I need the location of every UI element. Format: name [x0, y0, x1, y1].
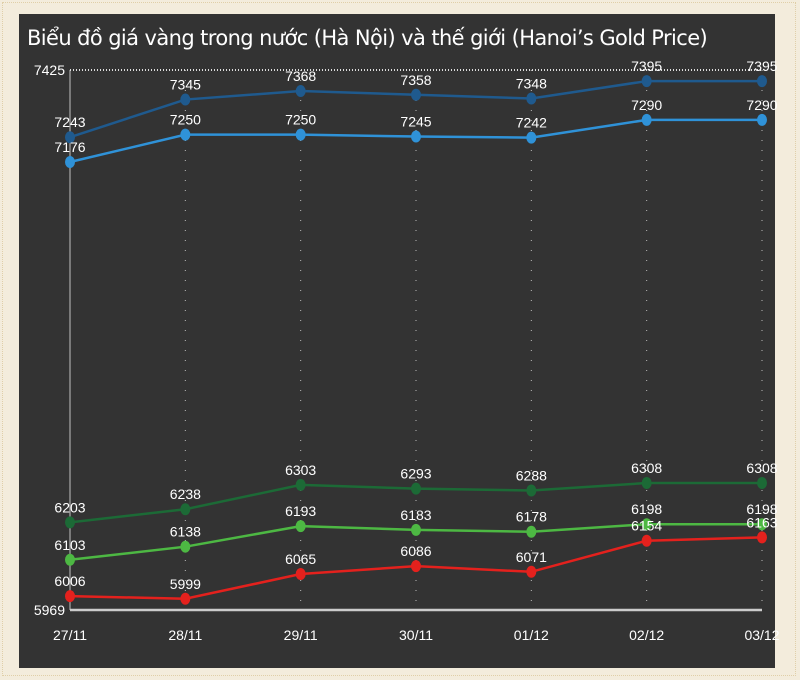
series-dark-green-point — [757, 477, 767, 490]
series-light-blue-data-label: 7290 — [746, 97, 777, 113]
series-light-green-point — [411, 523, 421, 536]
series-dark-blue-point — [180, 93, 191, 106]
x-tick-label: 30/11 — [399, 627, 433, 643]
series-light-green-data-label: 6193 — [285, 503, 316, 519]
series-light-blue-data-label: 7250 — [285, 112, 316, 128]
series-light-green-point — [641, 518, 652, 531]
x-tick-label: 01/12 — [514, 627, 549, 643]
series-dark-green-point — [526, 484, 537, 497]
x-tick-label: 27/11 — [53, 627, 87, 643]
series-dark-green-point — [295, 478, 306, 491]
series-light-green-data-label: 6138 — [170, 524, 201, 540]
series-light-green-data-label: 6103 — [54, 537, 85, 553]
series-light-blue-point — [526, 131, 537, 144]
series-light-green-data-label: 6183 — [400, 507, 431, 523]
series-red-data-label: 6163 — [746, 514, 777, 530]
series-dark-blue-point — [65, 131, 75, 144]
series-light-green-point — [526, 525, 537, 538]
series-dark-green-data-label: 6238 — [170, 486, 201, 502]
series-dark-blue-data-label: 7243 — [54, 114, 85, 130]
series-light-blue-point — [295, 128, 306, 141]
series-red-point — [411, 560, 421, 573]
series-dark-green-data-label: 6303 — [285, 462, 316, 478]
series-light-green-point — [295, 520, 306, 533]
series-dark-green-data-label: 6288 — [516, 468, 547, 484]
series-dark-green-point — [65, 516, 75, 529]
series-light-blue-data-label: 7242 — [516, 115, 547, 131]
x-tick-label: 02/12 — [629, 627, 664, 643]
series-light-blue-data-label: 7290 — [631, 97, 662, 113]
series-red-point — [180, 592, 191, 605]
chart-title: Biểu đồ giá vàng trong nước (Hà Nội) và … — [27, 26, 708, 50]
series-dark-blue-point — [411, 88, 421, 101]
series-red-data-label: 6006 — [54, 573, 85, 589]
y-tick-label: 5969 — [34, 602, 65, 618]
series-red-data-label: 6065 — [285, 551, 316, 567]
series-dark-blue-point — [526, 92, 537, 105]
series-dark-green-point — [180, 503, 191, 516]
series-light-blue-point — [180, 128, 191, 141]
series-dark-blue-point — [641, 75, 652, 88]
series-dark-blue-data-label: 7395 — [631, 58, 662, 74]
series-light-blue-point — [757, 113, 767, 126]
series-dark-blue-point — [757, 75, 767, 88]
series-light-green-data-label: 6198 — [746, 501, 777, 517]
series-red-data-label: 6086 — [400, 543, 431, 559]
series-red-data-label: 5999 — [170, 576, 201, 592]
series-dark-blue-data-label: 7358 — [400, 72, 431, 88]
series-dark-green-data-label: 6203 — [54, 499, 85, 515]
series-dark-blue-data-label: 7395 — [746, 58, 777, 74]
series-red-point — [295, 568, 306, 581]
series-red-point — [641, 534, 652, 547]
series-light-blue-data-label: 7176 — [54, 139, 85, 155]
series-light-green-data-label: 6178 — [516, 509, 547, 525]
series-dark-blue-point — [295, 85, 306, 98]
series-red-point — [757, 531, 767, 544]
series-dark-green-point — [641, 477, 652, 490]
series-light-blue-data-label: 7250 — [170, 112, 201, 128]
series-red-point — [65, 590, 75, 603]
series-dark-blue-data-label: 7348 — [516, 75, 547, 91]
series-dark-green-point — [411, 482, 421, 495]
x-tick-label: 03/12 — [744, 627, 779, 643]
series-light-green-point — [180, 540, 191, 553]
series-light-green-data-label: 6198 — [631, 501, 662, 517]
series-light-blue-point — [641, 113, 652, 126]
series-red-point — [526, 565, 537, 578]
x-tick-label: 29/11 — [284, 627, 318, 643]
series-light-blue-point — [411, 130, 421, 143]
series-light-blue-data-label: 7245 — [400, 114, 431, 130]
series-light-green-point — [65, 553, 75, 566]
series-red-data-label: 6071 — [516, 549, 547, 565]
series-light-green-point — [757, 518, 767, 531]
series-dark-green-data-label: 6308 — [746, 460, 777, 476]
series-dark-green-data-label: 6308 — [631, 460, 662, 476]
series-red-data-label: 6154 — [631, 518, 662, 534]
series-dark-blue-data-label: 7368 — [285, 68, 316, 84]
series-dark-green-data-label: 6293 — [400, 466, 431, 482]
series-light-blue-point — [65, 156, 75, 169]
series-dark-blue-data-label: 7345 — [170, 77, 201, 93]
x-tick-label: 28/11 — [168, 627, 202, 643]
y-tick-label: 7425 — [34, 62, 65, 78]
